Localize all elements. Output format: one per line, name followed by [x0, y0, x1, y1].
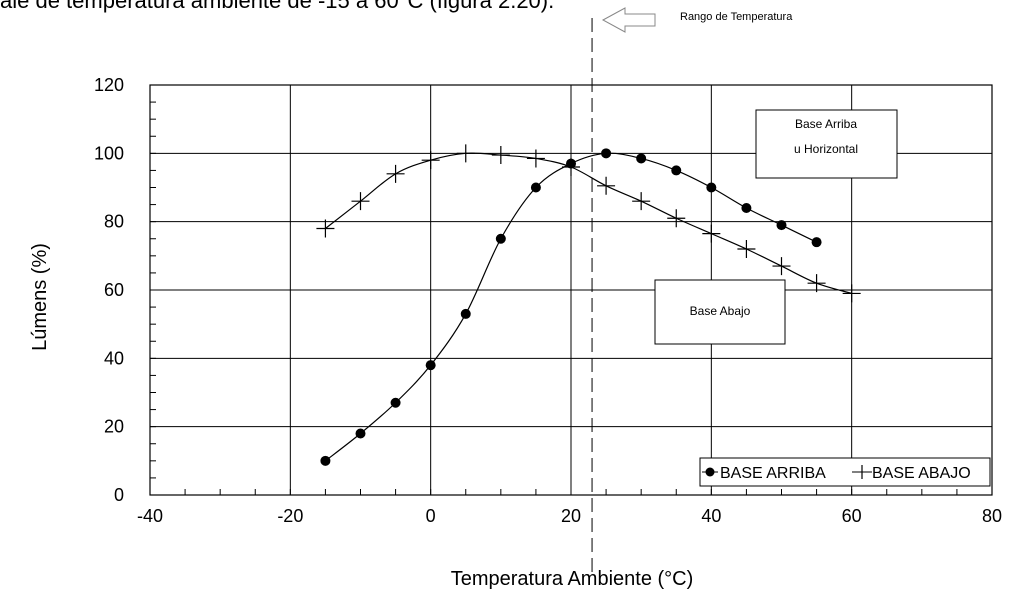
x-tick-label: 40 — [701, 506, 721, 526]
point-base-arriba — [636, 153, 647, 164]
annotation-box-bottom-label: Base Abajo — [690, 304, 751, 318]
point-base-arriba — [425, 360, 436, 371]
point-base-arriba — [671, 165, 682, 176]
point-base-abajo — [807, 274, 826, 293]
point-base-arriba — [320, 455, 331, 466]
x-tick-label: -20 — [277, 506, 303, 526]
point-base-abajo — [491, 146, 510, 165]
minor-ticks — [149, 84, 993, 496]
y-tick-label: 60 — [104, 280, 124, 300]
y-tick-label: 20 — [104, 417, 124, 437]
x-tick-labels: -40 -20 0 20 40 60 80 — [137, 506, 1002, 526]
legend-marker-base-arriba — [705, 467, 715, 477]
point-base-abajo — [386, 164, 405, 183]
y-tick-labels: 0 20 40 60 80 100 120 — [94, 75, 124, 505]
point-base-abajo — [597, 176, 616, 195]
point-base-abajo — [456, 144, 475, 163]
x-tick-label: 80 — [982, 506, 1002, 526]
legend: BASE ARRIBA BASE ABAJO — [699, 457, 991, 487]
point-base-arriba — [355, 428, 366, 439]
annotation-box-top-frame — [755, 109, 898, 179]
annotation-box-top: Base Arriba u Horizontal — [755, 109, 898, 179]
left-arrow-icon — [601, 7, 656, 33]
legend-frame — [699, 457, 991, 487]
y-tick-label: 120 — [94, 75, 124, 95]
point-base-arriba — [530, 182, 541, 193]
point-base-abajo — [316, 219, 335, 238]
point-base-arriba — [495, 233, 506, 244]
series-markers — [316, 144, 861, 466]
point-base-abajo — [351, 192, 370, 211]
point-base-abajo — [737, 240, 756, 258]
point-base-abajo — [772, 257, 791, 276]
annotation-box-bottom: Base Abajo — [654, 279, 786, 345]
legend-label-base-abajo: BASE ABAJO — [872, 465, 971, 482]
point-base-arriba — [460, 308, 471, 319]
point-base-arriba — [811, 237, 822, 248]
legend-label-base-arriba: BASE ARRIBA — [720, 465, 826, 482]
point-base-arriba — [390, 397, 401, 408]
range-label: Rango de Temperatura — [680, 11, 793, 23]
point-base-abajo — [421, 151, 440, 170]
point-base-abajo — [842, 284, 861, 303]
annotation-box-bottom-frame — [654, 279, 786, 345]
header-text: ale de temperatura ambiente de -15 a 60°… — [0, 0, 555, 13]
y-tick-label: 40 — [104, 348, 124, 368]
x-tick-label: 0 — [426, 506, 436, 526]
x-tick-label: 60 — [842, 506, 862, 526]
range-annotation: Rango de Temperatura — [601, 7, 793, 33]
annotation-box-top-line2: u Horizontal — [794, 142, 858, 156]
point-base-abajo — [702, 224, 721, 243]
y-tick-label: 80 — [104, 212, 124, 232]
point-base-arriba — [741, 203, 752, 213]
point-base-abajo — [562, 158, 580, 176]
x-axis-label: Temperatura Ambiente (°C) — [451, 568, 694, 590]
point-base-abajo — [632, 192, 651, 211]
point-base-abajo — [667, 209, 686, 228]
series-line-base-abajo — [325, 152, 852, 294]
point-base-arriba — [601, 148, 612, 159]
y-tick-label: 0 — [114, 485, 124, 505]
y-axis-label: Lúmens (%) — [29, 243, 51, 351]
annotation-box-top-line1: Base Arriba — [795, 117, 857, 131]
x-tick-label: 20 — [561, 506, 581, 526]
point-base-arriba — [776, 220, 787, 231]
plot-frame — [149, 84, 993, 496]
point-base-arriba — [706, 182, 717, 193]
point-base-abajo — [526, 149, 545, 168]
y-tick-label: 100 — [94, 143, 124, 163]
x-tick-label: -40 — [137, 506, 163, 526]
